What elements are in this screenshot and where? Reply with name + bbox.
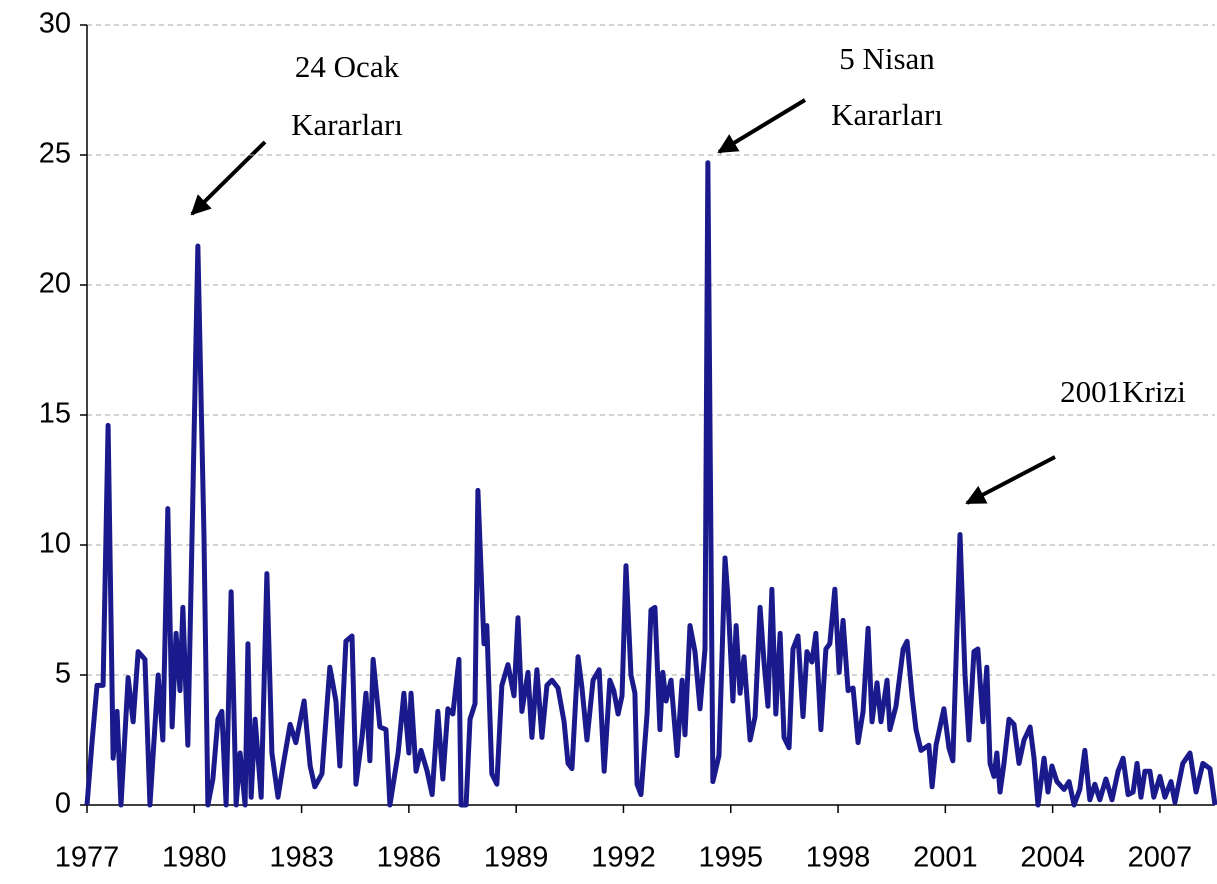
y-tick-label: 5 — [55, 658, 71, 690]
x-tick-label: 1989 — [484, 842, 549, 874]
x-tick-label: 1992 — [591, 842, 656, 874]
y-tick-label: 30 — [39, 8, 71, 40]
arrow — [965, 455, 1056, 505]
x-tick-label: 2007 — [1128, 842, 1193, 874]
annotation: Kararları — [291, 107, 403, 142]
y-tick-label: 10 — [39, 528, 71, 560]
annotation: 5 Nisan — [839, 41, 935, 76]
x-tick-label: 1995 — [698, 842, 763, 874]
y-tick-label: 15 — [39, 398, 71, 430]
x-tick-label: 1998 — [806, 842, 871, 874]
x-tick-label: 1983 — [269, 842, 334, 874]
x-tick-label: 2001 — [913, 842, 978, 874]
x-tick-label: 1977 — [55, 842, 120, 874]
annotation: Kararları — [831, 97, 943, 132]
arrow — [717, 98, 807, 154]
y-tick-label: 25 — [39, 138, 71, 170]
x-tick-label: 1986 — [377, 842, 442, 874]
annotation: 24 Ocak — [295, 49, 400, 84]
data-line — [84, 160, 1217, 808]
annotation: 2001Krizi — [1060, 374, 1186, 409]
arrows — [190, 98, 1056, 505]
arrow — [190, 140, 267, 216]
x-tick-label: 1980 — [162, 842, 227, 874]
x-tick-label: 2004 — [1020, 842, 1085, 874]
y-tick-label: 20 — [39, 268, 71, 300]
y-tick-label: 0 — [55, 788, 71, 820]
